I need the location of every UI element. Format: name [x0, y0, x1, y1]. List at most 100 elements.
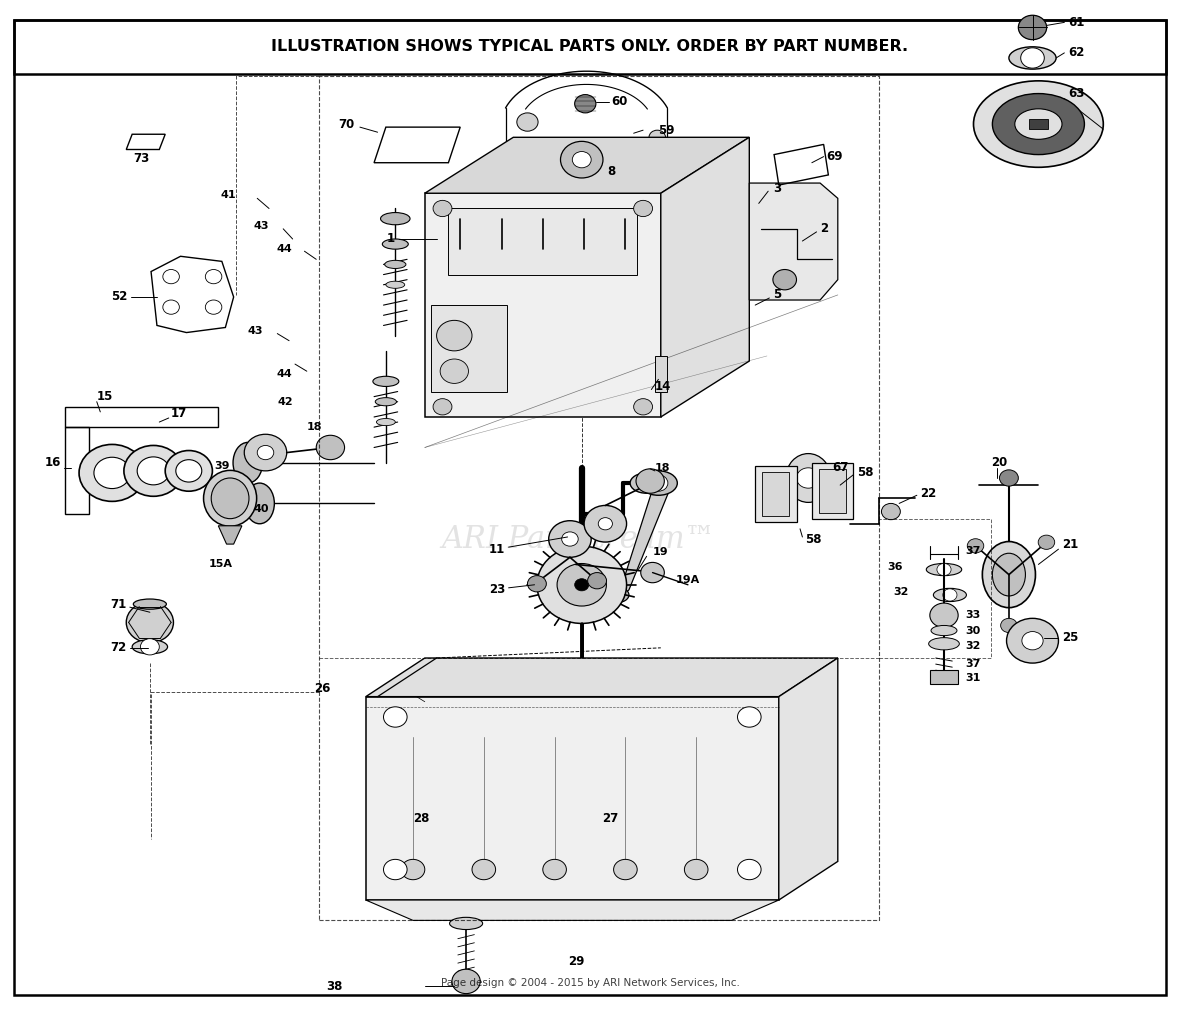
Text: 59: 59	[658, 124, 675, 136]
Circle shape	[634, 399, 653, 415]
Circle shape	[575, 579, 589, 591]
Polygon shape	[617, 471, 670, 600]
Circle shape	[527, 576, 546, 592]
Text: Page design © 2004 - 2015 by ARI Network Services, Inc.: Page design © 2004 - 2015 by ARI Network…	[440, 978, 740, 989]
Text: 22: 22	[920, 487, 937, 499]
Ellipse shape	[926, 563, 962, 576]
Circle shape	[384, 707, 407, 727]
Ellipse shape	[380, 213, 411, 225]
Text: 41: 41	[221, 190, 236, 200]
Circle shape	[796, 468, 820, 488]
Polygon shape	[366, 697, 779, 900]
Circle shape	[562, 532, 578, 546]
Circle shape	[124, 445, 183, 496]
Ellipse shape	[373, 376, 399, 386]
Circle shape	[549, 521, 591, 557]
Bar	[448, 208, 637, 275]
Text: 40: 40	[254, 503, 269, 514]
Circle shape	[140, 639, 159, 655]
Ellipse shape	[376, 419, 395, 425]
Circle shape	[572, 152, 591, 168]
Bar	[1029, 119, 1048, 129]
Circle shape	[137, 457, 170, 485]
Polygon shape	[218, 526, 242, 544]
Circle shape	[937, 563, 951, 576]
Text: 2: 2	[820, 223, 828, 235]
Circle shape	[1001, 618, 1017, 633]
Text: 38: 38	[326, 980, 342, 993]
Ellipse shape	[232, 442, 262, 483]
Circle shape	[584, 505, 627, 542]
Ellipse shape	[386, 282, 405, 289]
Text: 18: 18	[307, 422, 322, 432]
Text: 31: 31	[965, 673, 981, 683]
Circle shape	[176, 460, 202, 482]
Ellipse shape	[245, 483, 274, 524]
Ellipse shape	[982, 541, 1036, 608]
Text: 8: 8	[608, 166, 616, 178]
Text: 72: 72	[110, 642, 126, 654]
Text: 21: 21	[1062, 538, 1079, 550]
Circle shape	[1038, 535, 1055, 549]
Text: 32: 32	[893, 587, 909, 597]
Text: 42: 42	[277, 397, 293, 407]
Circle shape	[126, 602, 173, 643]
Circle shape	[634, 200, 653, 217]
Circle shape	[999, 470, 1018, 486]
Ellipse shape	[211, 478, 249, 519]
Text: 19A: 19A	[676, 575, 701, 585]
Text: 43: 43	[254, 221, 269, 231]
Circle shape	[636, 469, 664, 493]
Ellipse shape	[931, 625, 957, 636]
Text: 52: 52	[111, 291, 127, 303]
Circle shape	[560, 141, 603, 178]
Circle shape	[433, 200, 452, 217]
Circle shape	[1022, 632, 1043, 650]
Ellipse shape	[992, 94, 1084, 155]
Circle shape	[437, 320, 472, 351]
Ellipse shape	[640, 471, 677, 495]
Text: 19: 19	[653, 547, 668, 557]
Circle shape	[316, 435, 345, 460]
Circle shape	[543, 859, 566, 880]
Ellipse shape	[382, 239, 408, 249]
Text: 43: 43	[248, 325, 263, 336]
Text: 58: 58	[805, 533, 821, 545]
Text: 15A: 15A	[209, 559, 232, 570]
Polygon shape	[425, 193, 661, 417]
Bar	[762, 472, 789, 516]
Text: 23: 23	[489, 584, 505, 596]
Ellipse shape	[133, 599, 166, 609]
Polygon shape	[366, 658, 838, 697]
Text: 27: 27	[602, 813, 618, 825]
Circle shape	[557, 563, 607, 606]
Text: 26: 26	[314, 682, 330, 695]
Circle shape	[614, 859, 637, 880]
Text: 29: 29	[568, 955, 584, 967]
Text: 14: 14	[655, 380, 671, 393]
Circle shape	[572, 164, 591, 180]
Text: 25: 25	[1062, 632, 1079, 644]
Ellipse shape	[786, 454, 831, 502]
Text: 70: 70	[339, 118, 355, 130]
Circle shape	[943, 589, 957, 601]
Circle shape	[773, 270, 796, 290]
Circle shape	[244, 434, 287, 471]
Text: 11: 11	[489, 543, 505, 555]
Polygon shape	[425, 137, 749, 193]
Ellipse shape	[933, 588, 966, 601]
Circle shape	[1007, 618, 1058, 663]
Text: 15: 15	[97, 391, 113, 403]
Circle shape	[738, 859, 761, 880]
Bar	[431, 305, 507, 392]
Circle shape	[94, 458, 130, 488]
Text: 36: 36	[887, 562, 903, 573]
Ellipse shape	[974, 81, 1103, 167]
Circle shape	[384, 859, 407, 880]
Circle shape	[1018, 15, 1047, 40]
Text: 3: 3	[773, 182, 781, 194]
Bar	[812, 463, 853, 519]
Text: 20: 20	[991, 457, 1008, 469]
Ellipse shape	[630, 473, 663, 493]
Circle shape	[433, 399, 452, 415]
